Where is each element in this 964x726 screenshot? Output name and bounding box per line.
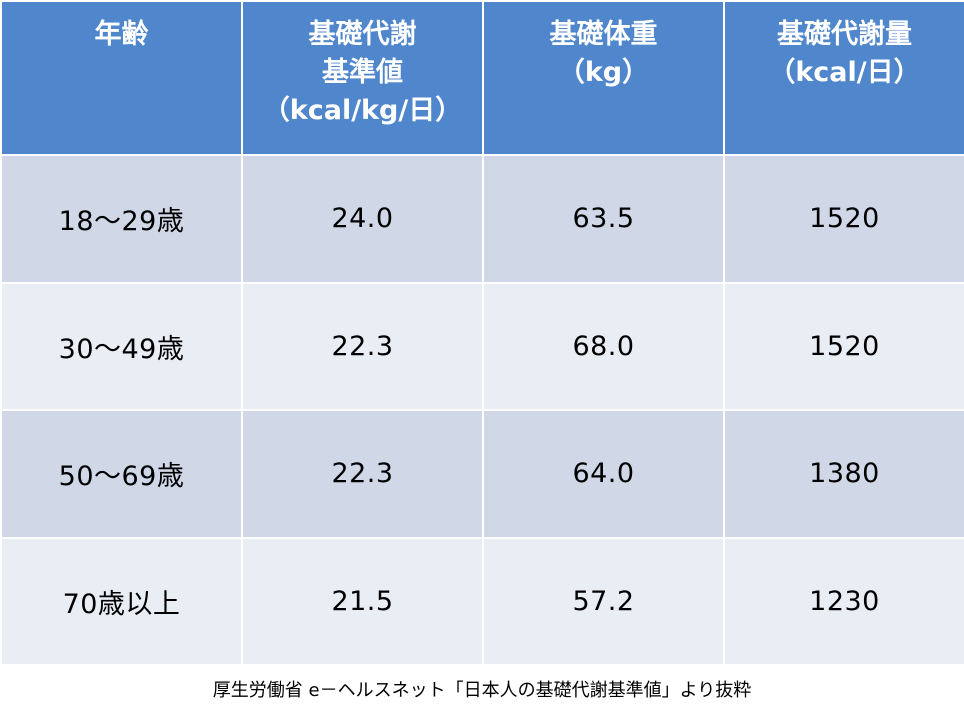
header-bmr-standard: 基礎代謝 基準値 （kcal/kg/日） [241,0,484,156]
header-bmr-amount-line-2: （kcal/日） [768,57,921,88]
cell-weight: 57.2 [482,536,725,666]
cell-standard: 24.0 [241,154,484,284]
table-row: 70歳以上 21.5 57.2 1230 [0,536,964,666]
cell-bmr: 1380 [723,409,964,539]
cell-bmr: 1520 [723,154,964,284]
header-base-weight-line-1: 基礎体重 [549,19,658,50]
table-row: 18～29歳 24.0 63.5 1520 [0,154,964,284]
cell-bmr: 1230 [723,536,964,666]
header-base-weight: 基礎体重 （kg） [482,0,725,156]
table-header: 年齢 基礎代謝 基準値 （kcal/kg/日） 基礎体重 （kg） 基礎代謝量 … [0,0,964,156]
cell-age: 30～49歳 [0,281,243,411]
header-row: 年齢 基礎代謝 基準値 （kcal/kg/日） 基礎体重 （kg） 基礎代謝量 … [0,0,964,156]
cell-standard: 21.5 [241,536,484,666]
source-caption: 厚生労働省 e－ヘルスネット「日本人の基礎代謝基準値」より抜粋 [212,680,752,701]
cell-age: 70歳以上 [0,536,243,666]
cell-weight: 64.0 [482,409,725,539]
header-bmr-standard-line-1: 基礎代謝 [308,19,417,50]
header-age-line-1: 年齢 [94,19,149,50]
header-bmr-amount: 基礎代謝量 （kcal/日） [723,0,964,156]
cell-standard: 22.3 [241,281,484,411]
cell-bmr: 1520 [723,281,964,411]
header-bmr-standard-line-2: 基準値 [322,57,403,88]
cell-age: 50～69歳 [0,409,243,539]
header-age: 年齢 [0,0,243,156]
bmr-table: 年齢 基礎代謝 基準値 （kcal/kg/日） 基礎体重 （kg） 基礎代謝量 … [0,0,964,666]
table-row: 30～49歳 22.3 68.0 1520 [0,281,964,411]
table-row: 50～69歳 22.3 64.0 1380 [0,409,964,539]
bmr-table-container: 年齢 基礎代謝 基準値 （kcal/kg/日） 基礎体重 （kg） 基礎代謝量 … [0,0,964,666]
cell-standard: 22.3 [241,409,484,539]
cell-weight: 63.5 [482,154,725,284]
header-bmr-standard-line-3: （kcal/kg/日） [262,95,463,126]
header-bmr-amount-line-1: 基礎代謝量 [777,19,912,50]
table-body: 18～29歳 24.0 63.5 1520 30～49歳 22.3 68.0 1… [0,154,964,666]
header-base-weight-line-2: （kg） [557,57,650,88]
cell-age: 18～29歳 [0,154,243,284]
cell-weight: 68.0 [482,281,725,411]
